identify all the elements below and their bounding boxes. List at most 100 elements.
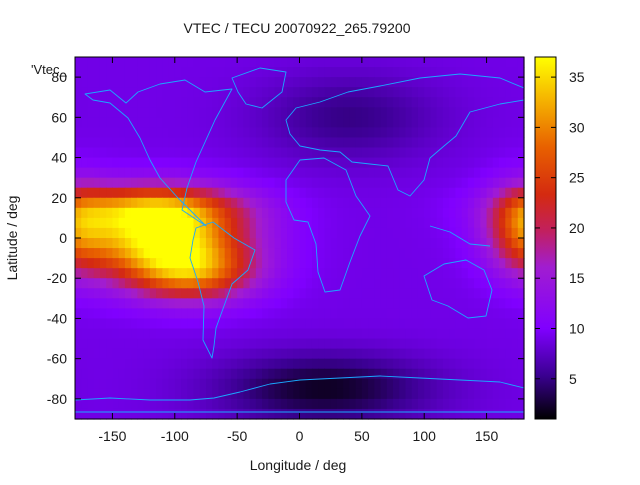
heatmap-cell bbox=[75, 368, 82, 380]
heatmap-cell bbox=[262, 348, 269, 360]
heatmap-cell bbox=[311, 77, 319, 88]
heatmap-cell bbox=[293, 227, 301, 239]
heatmap-cell bbox=[187, 238, 195, 249]
heatmap-cell bbox=[274, 127, 282, 139]
heatmap-cell bbox=[517, 378, 525, 390]
heatmap-cell bbox=[405, 77, 413, 88]
heatmap-cell bbox=[405, 268, 413, 279]
heatmap-cell bbox=[268, 197, 276, 209]
heatmap-cell bbox=[393, 57, 400, 68]
heatmap-cell bbox=[405, 248, 413, 259]
heatmap-cell bbox=[511, 348, 519, 360]
heatmap-cell bbox=[511, 197, 519, 209]
heatmap-cell bbox=[430, 227, 438, 239]
heatmap-cell bbox=[143, 77, 151, 88]
heatmap-cell bbox=[193, 197, 201, 209]
heatmap-cell bbox=[280, 127, 288, 139]
heatmap-cell bbox=[268, 187, 276, 199]
heatmap-cell bbox=[461, 217, 469, 229]
heatmap-cell bbox=[299, 268, 307, 279]
heatmap-cell bbox=[199, 408, 207, 420]
heatmap-cell bbox=[255, 298, 263, 309]
heatmap-cell bbox=[149, 298, 157, 309]
heatmap-cell bbox=[156, 318, 163, 330]
heatmap-cell bbox=[499, 318, 506, 330]
heatmap-cell bbox=[336, 268, 344, 279]
heatmap-cell bbox=[411, 328, 419, 340]
heatmap-cell bbox=[118, 217, 126, 229]
heatmap-cell bbox=[374, 217, 382, 229]
heatmap-cell bbox=[81, 358, 89, 370]
heatmap-cell bbox=[336, 408, 344, 420]
heatmap-cell bbox=[399, 177, 407, 189]
heatmap-cell bbox=[118, 227, 126, 239]
heatmap-cell bbox=[287, 238, 294, 249]
heatmap-cell bbox=[87, 57, 95, 68]
heatmap-cell bbox=[517, 157, 525, 169]
x-axis-label: Longitude / deg bbox=[250, 457, 347, 473]
heatmap-cell bbox=[237, 268, 244, 279]
heatmap-cell bbox=[436, 197, 444, 209]
heatmap-cell bbox=[455, 177, 463, 189]
heatmap-cell bbox=[330, 157, 338, 169]
heatmap-cell bbox=[249, 157, 257, 169]
heatmap-cell bbox=[318, 248, 326, 259]
heatmap-cell bbox=[218, 248, 226, 259]
heatmap-cell bbox=[193, 328, 201, 340]
heatmap-cell bbox=[480, 328, 488, 340]
heatmap-cell bbox=[293, 207, 301, 219]
heatmap-cell bbox=[199, 107, 207, 118]
heatmap-cell bbox=[517, 187, 525, 199]
heatmap-cell bbox=[118, 117, 126, 128]
heatmap-cell bbox=[343, 278, 350, 289]
heatmap-cell bbox=[187, 378, 195, 390]
heatmap-cell bbox=[293, 187, 301, 199]
heatmap-cell bbox=[224, 338, 232, 350]
heatmap-cell bbox=[517, 177, 525, 189]
heatmap-cell bbox=[268, 398, 276, 410]
heatmap-cell bbox=[274, 378, 282, 390]
heatmap-cell bbox=[187, 388, 195, 400]
heatmap-cell bbox=[230, 157, 238, 169]
heatmap-cell bbox=[311, 328, 319, 340]
heatmap-cell bbox=[305, 398, 313, 410]
heatmap-cell bbox=[174, 328, 182, 340]
heatmap-cell bbox=[318, 217, 326, 229]
heatmap-cell bbox=[499, 207, 506, 219]
heatmap-cell bbox=[330, 288, 338, 299]
heatmap-cell bbox=[430, 157, 438, 169]
heatmap-cell bbox=[268, 87, 276, 98]
heatmap-cell bbox=[368, 348, 375, 360]
heatmap-cell bbox=[467, 187, 475, 199]
heatmap-cell bbox=[499, 147, 506, 159]
heatmap-cell bbox=[230, 408, 238, 420]
heatmap-cell bbox=[262, 278, 269, 289]
heatmap-cell bbox=[162, 318, 170, 330]
heatmap-cell bbox=[168, 137, 176, 149]
heatmap-cell bbox=[299, 258, 307, 269]
heatmap-cell bbox=[393, 288, 400, 299]
heatmap-cell bbox=[193, 368, 201, 380]
heatmap-cell bbox=[181, 248, 188, 259]
heatmap-cell bbox=[168, 308, 176, 320]
heatmap-cell bbox=[249, 238, 257, 249]
heatmap-cell bbox=[336, 308, 344, 320]
heatmap-cell bbox=[93, 227, 101, 239]
heatmap-cell bbox=[280, 197, 288, 209]
heatmap-cell bbox=[162, 197, 170, 209]
heatmap-cell bbox=[299, 238, 307, 249]
heatmap-cell bbox=[318, 328, 326, 340]
heatmap-cell bbox=[417, 77, 425, 88]
heatmap-cell bbox=[461, 378, 469, 390]
heatmap-cell bbox=[249, 288, 257, 299]
heatmap-cell bbox=[243, 57, 251, 68]
heatmap-cell bbox=[99, 338, 107, 350]
heatmap-cell bbox=[274, 167, 282, 179]
heatmap-cell bbox=[237, 157, 244, 169]
heatmap-cell bbox=[218, 298, 226, 309]
heatmap-cell bbox=[349, 378, 357, 390]
heatmap-cell bbox=[474, 408, 481, 420]
heatmap-cell bbox=[455, 107, 463, 118]
heatmap-cell bbox=[511, 318, 519, 330]
heatmap-cell bbox=[324, 308, 332, 320]
